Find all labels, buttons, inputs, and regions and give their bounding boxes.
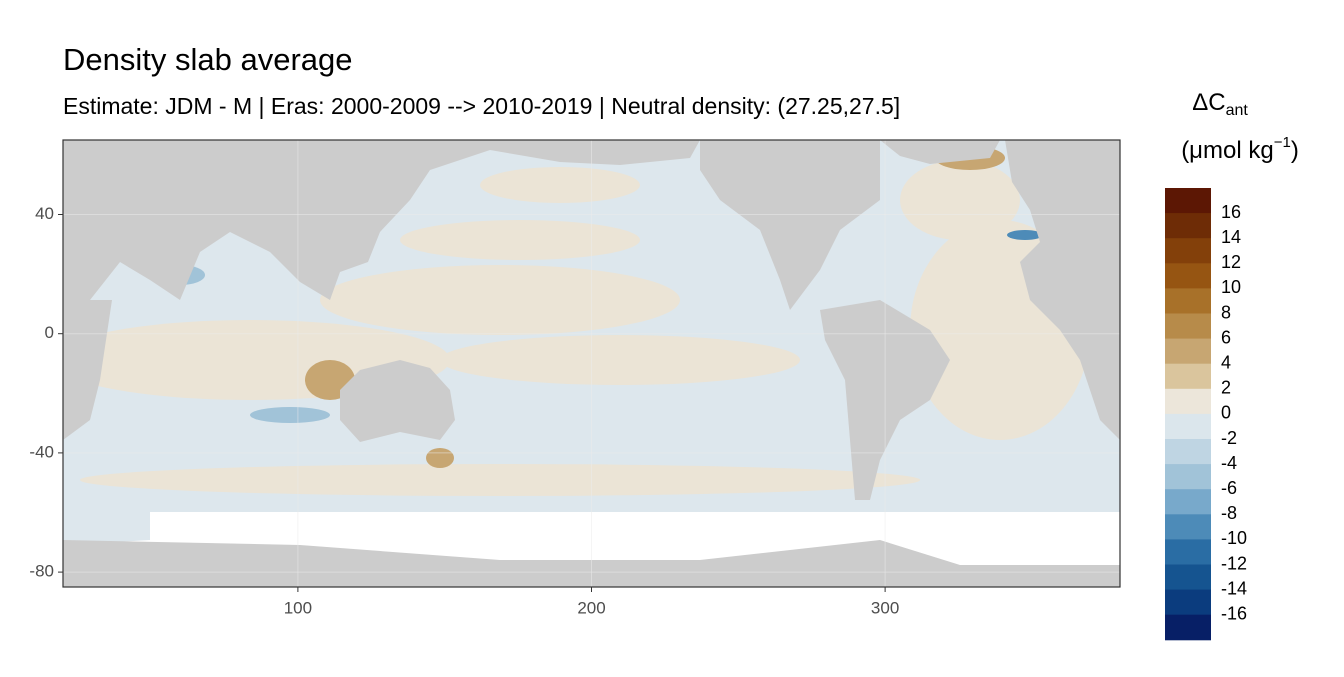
chart-title: Density slab average bbox=[63, 42, 353, 77]
legend-label: 6 bbox=[1221, 327, 1231, 347]
legend-title: ΔCant bbox=[1192, 89, 1248, 119]
legend-swatch bbox=[1165, 489, 1211, 515]
legend-swatch bbox=[1165, 188, 1211, 214]
legend-label: -12 bbox=[1221, 553, 1247, 573]
legend-label: 16 bbox=[1221, 202, 1241, 222]
legend-label: 10 bbox=[1221, 277, 1241, 297]
legend-swatch bbox=[1165, 464, 1211, 490]
chart-subtitle: Estimate: JDM - M | Eras: 2000-2009 --> … bbox=[63, 93, 900, 119]
legend-label: 4 bbox=[1221, 352, 1231, 372]
legend-label: 12 bbox=[1221, 252, 1241, 272]
legend-label: -8 bbox=[1221, 503, 1237, 523]
legend-label: 14 bbox=[1221, 227, 1241, 247]
legend-swatch bbox=[1165, 238, 1211, 264]
legend-unit: (μmol kg−1) bbox=[1181, 134, 1299, 164]
y-tick-label: -40 bbox=[29, 442, 54, 461]
legend-unit-sup: −1 bbox=[1274, 134, 1291, 151]
legend-swatch bbox=[1165, 564, 1211, 591]
legend-swatch bbox=[1165, 614, 1211, 641]
legend-label: -2 bbox=[1221, 428, 1237, 448]
x-tick-label: 100 bbox=[284, 598, 312, 617]
legend-unit-open: (μmol kg bbox=[1181, 137, 1274, 164]
legend-title-main: ΔC bbox=[1192, 89, 1225, 116]
legend-swatch bbox=[1165, 388, 1211, 415]
legend-swatch bbox=[1165, 263, 1211, 289]
x-tick-label: 200 bbox=[577, 598, 605, 617]
legend-label: 8 bbox=[1221, 302, 1231, 322]
map bbox=[63, 140, 1120, 587]
legend-swatch bbox=[1165, 514, 1211, 540]
y-tick-label: 0 bbox=[45, 323, 54, 342]
legend-swatch bbox=[1165, 439, 1211, 465]
legend-swatch bbox=[1165, 288, 1211, 314]
legend-label: -14 bbox=[1221, 578, 1247, 598]
legend-swatch bbox=[1165, 213, 1211, 239]
legend-swatch bbox=[1165, 313, 1211, 340]
y-tick-label: 40 bbox=[35, 204, 54, 223]
y-tick-label: -80 bbox=[29, 562, 54, 581]
legend-unit-close: ) bbox=[1291, 137, 1299, 164]
legend-swatch bbox=[1165, 413, 1211, 440]
legend-label: -6 bbox=[1221, 478, 1237, 498]
legend-title-sub: ant bbox=[1226, 102, 1249, 119]
legend-swatch bbox=[1165, 539, 1211, 565]
x-tick-label: 300 bbox=[871, 598, 899, 617]
legend-label: 2 bbox=[1221, 378, 1231, 398]
legend-swatch bbox=[1165, 589, 1211, 616]
legend-swatch bbox=[1165, 363, 1211, 390]
legend-label: -4 bbox=[1221, 453, 1237, 473]
legend-label: -10 bbox=[1221, 528, 1247, 548]
legend-label: 0 bbox=[1221, 403, 1231, 423]
legend-label: -16 bbox=[1221, 603, 1247, 623]
legend-swatch bbox=[1165, 338, 1211, 365]
